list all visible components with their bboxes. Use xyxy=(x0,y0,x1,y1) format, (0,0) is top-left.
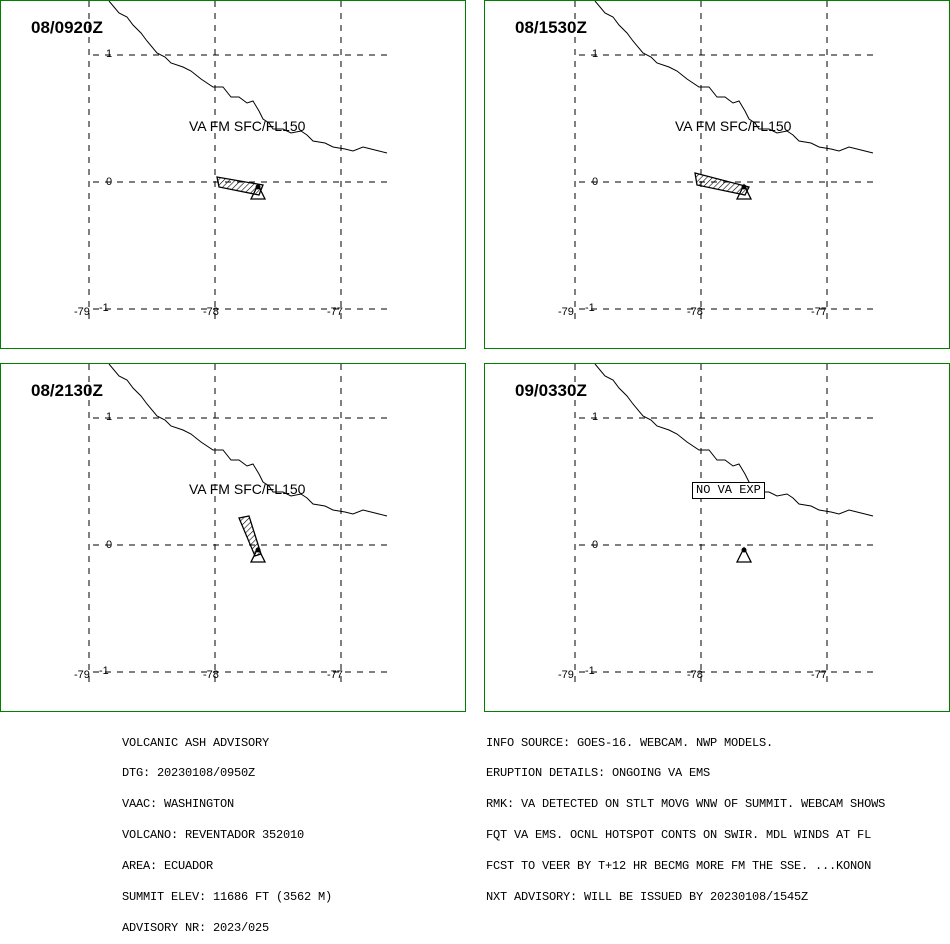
lon-tick-79: -79 xyxy=(558,669,574,681)
panel-time-label: 09/0330Z xyxy=(515,381,587,400)
map-panel-4: 09/0330Z NO VA EXP 1 0 -1 -79 -78 -77 xyxy=(484,363,950,712)
lat-tick-minus1: -1 xyxy=(99,665,109,677)
coastline xyxy=(108,1,388,154)
advisory-line: ERUPTION DETAILS: ONGOING VA EMS xyxy=(486,766,711,781)
ash-area-label: VA FM SFC/FL150 xyxy=(189,481,306,497)
advisory-line: FCST TO VEER BY T+12 HR BECMG MORE FM TH… xyxy=(486,859,872,874)
volcano-summit-dot xyxy=(255,547,261,553)
lon-tick-78: -78 xyxy=(203,306,219,318)
map-graphic xyxy=(88,364,393,684)
ash-cloud-polygon xyxy=(216,176,264,196)
advisory-line: VAAC: WASHINGTON xyxy=(122,797,235,812)
map-graphic xyxy=(574,364,879,684)
lat-tick-1: 1 xyxy=(106,411,113,423)
lon-tick-79: -79 xyxy=(558,306,574,318)
advisory-details-block: INFO SOURCE: GOES-16. WEBCAM. NWP MODELS… xyxy=(486,717,885,913)
volcano-summit-dot xyxy=(741,184,747,190)
ash-area-label: VA FM SFC/FL150 xyxy=(675,118,792,134)
lon-tick-79: -79 xyxy=(74,669,90,681)
advisory-line: DTG: 20230108/0950Z xyxy=(122,766,256,781)
advisory-line: SUMMIT ELEV: 11686 FT (3562 M) xyxy=(122,890,333,905)
lat-tick-1: 1 xyxy=(592,48,599,60)
advisory-line: VOLCANO: REVENTADOR 352010 xyxy=(122,828,305,843)
panel-time-label: 08/0920Z xyxy=(31,18,103,37)
lat-tick-0: 0 xyxy=(592,176,599,188)
advisory-line: INFO SOURCE: GOES-16. WEBCAM. NWP MODELS… xyxy=(486,735,774,750)
advisory-header-block: VOLCANIC ASH ADVISORY DTG: 20230108/0950… xyxy=(122,717,332,944)
map-graphic xyxy=(574,1,879,321)
map-panel-3: 08/2130Z VA FM SFC/FL150 1 0 -1 -79 -78 … xyxy=(0,363,466,712)
lon-tick-78: -78 xyxy=(687,669,703,681)
lon-tick-79: -79 xyxy=(74,306,90,318)
lon-tick-78: -78 xyxy=(687,306,703,318)
map-panel-2: 08/1530Z VA FM SFC/FL150 1 0 -1 -79 -78 … xyxy=(484,0,950,349)
lon-tick-77: -77 xyxy=(327,306,343,318)
lat-tick-0: 0 xyxy=(106,539,113,551)
ash-area-label: VA FM SFC/FL150 xyxy=(189,118,306,134)
advisory-line: VOLCANIC ASH ADVISORY xyxy=(122,735,270,750)
triangle-icon xyxy=(735,183,753,200)
coastline xyxy=(594,1,874,154)
panel-time-label: 08/2130Z xyxy=(31,381,103,400)
coastline xyxy=(594,364,874,517)
lat-tick-minus1: -1 xyxy=(585,665,595,677)
map-panel-1: 08/0920Z VA FM SFC/FL150 1 0 -1 -79 -78 … xyxy=(0,0,466,349)
advisory-line: NXT ADVISORY: WILL BE ISSUED BY 20230108… xyxy=(486,890,809,905)
lon-tick-77: -77 xyxy=(327,669,343,681)
advisory-line: ADVISORY NR: 2023/025 xyxy=(122,920,270,935)
lat-tick-1: 1 xyxy=(592,411,599,423)
volcano-summit-dot xyxy=(741,547,747,553)
lat-tick-minus1: -1 xyxy=(99,302,109,314)
lat-tick-minus1: -1 xyxy=(585,302,595,314)
lat-tick-1: 1 xyxy=(106,48,113,60)
volcano-summit-dot xyxy=(255,184,261,190)
map-graphic xyxy=(88,1,393,321)
lat-tick-0: 0 xyxy=(106,176,113,188)
triangle-icon xyxy=(249,546,267,563)
panel-time-label: 08/1530Z xyxy=(515,18,587,37)
triangle-icon xyxy=(249,183,267,200)
coastline xyxy=(108,364,388,517)
no-ash-label: NO VA EXP xyxy=(692,482,765,499)
lon-tick-78: -78 xyxy=(203,669,219,681)
advisory-line: FQT VA EMS. OCNL HOTSPOT CONTS ON SWIR. … xyxy=(486,828,872,843)
lon-tick-77: -77 xyxy=(811,306,827,318)
advisory-line: AREA: ECUADOR xyxy=(122,859,214,874)
lon-tick-77: -77 xyxy=(811,669,827,681)
triangle-icon xyxy=(735,546,753,563)
advisory-line: RMK: VA DETECTED ON STLT MOVG WNW OF SUM… xyxy=(486,797,886,812)
lat-tick-0: 0 xyxy=(592,539,599,551)
ash-cloud-polygon xyxy=(694,172,750,196)
